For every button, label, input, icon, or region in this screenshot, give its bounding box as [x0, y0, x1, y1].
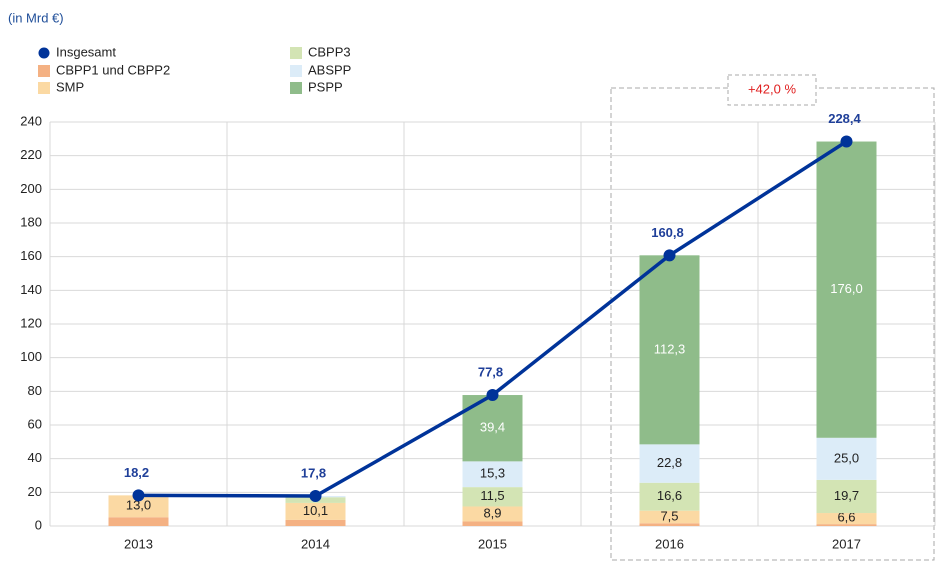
data-label: 25,0	[834, 450, 859, 465]
total-point	[663, 249, 676, 262]
total-label: 228,4	[828, 111, 861, 126]
data-label: 13,0	[126, 498, 151, 513]
data-label: 6,6	[837, 509, 855, 524]
total-label: 17,8	[301, 465, 326, 480]
data-label: 39,4	[480, 420, 505, 435]
bar-segment	[462, 461, 523, 488]
bar-segment	[816, 141, 877, 438]
x-tick-label: 2016	[655, 536, 684, 551]
legend-swatch	[290, 82, 302, 94]
y-tick-label: 0	[35, 517, 42, 532]
total-label: 160,8	[651, 225, 684, 240]
data-label: 11,5	[480, 488, 504, 503]
legend-label: Insgesamt	[56, 44, 116, 59]
y-tick-label: 100	[20, 349, 42, 364]
data-label: 176,0	[830, 281, 863, 296]
legend-label: CBPP3	[308, 44, 351, 59]
bar-segment	[816, 513, 877, 525]
data-label: 22,8	[657, 455, 682, 470]
legend-marker	[38, 47, 50, 59]
legend-swatch	[290, 65, 302, 77]
legend-label: CBPP1 und CBPP2	[56, 62, 170, 77]
annotation: +42,0 %	[748, 81, 797, 96]
bar-segment	[639, 255, 700, 445]
y-tick-label: 200	[20, 181, 42, 196]
total-point	[840, 135, 853, 148]
bar-segment	[816, 524, 877, 526]
x-tick-label: 2013	[124, 536, 153, 551]
bar-segment	[462, 487, 523, 507]
legend-swatch	[38, 65, 50, 77]
legend-label: PSPP	[308, 79, 343, 94]
total-point	[132, 489, 145, 502]
legend-label: SMP	[56, 79, 84, 94]
y-tick-label: 80	[28, 383, 42, 398]
data-label: 7,5	[660, 508, 678, 523]
data-label: 10,1	[303, 503, 328, 518]
bar-segment	[108, 495, 169, 518]
bar-segment	[816, 437, 877, 480]
data-label: 112,3	[654, 341, 686, 356]
y-tick-label: 180	[20, 214, 42, 229]
legend-swatch	[38, 82, 50, 94]
data-label: 19,7	[834, 488, 859, 503]
x-tick-label: 2017	[832, 536, 861, 551]
x-tick-label: 2014	[301, 536, 330, 551]
total-label: 77,8	[478, 364, 503, 379]
y-tick-label: 60	[28, 416, 42, 431]
data-label: 8,9	[483, 505, 501, 520]
legend-label: ABSPP	[308, 62, 351, 77]
bar-segment	[639, 510, 700, 524]
bar-segment	[639, 523, 700, 526]
bar-segment	[462, 521, 523, 526]
total-label: 18,2	[124, 465, 149, 480]
bar-segment	[639, 444, 700, 483]
bar-segment	[108, 517, 169, 526]
y-tick-label: 160	[20, 248, 42, 263]
x-tick-label: 2015	[478, 536, 507, 551]
bar-segment	[285, 502, 346, 520]
y-tick-label: 140	[20, 282, 42, 297]
total-point	[309, 490, 322, 503]
y-tick-label: 240	[20, 113, 42, 128]
subtitle: (in Mrd €)	[8, 10, 64, 25]
bar-segment	[285, 519, 346, 526]
legend-swatch	[290, 47, 302, 59]
bar-segment	[816, 479, 877, 514]
y-tick-label: 120	[20, 315, 42, 330]
y-tick-label: 20	[28, 484, 42, 499]
data-label: 16,6	[657, 488, 682, 503]
y-tick-label: 220	[20, 147, 42, 162]
bar-segment	[462, 506, 523, 522]
data-label: 15,3	[480, 466, 505, 481]
y-tick-label: 40	[28, 450, 42, 465]
annotation-box	[727, 74, 817, 106]
bar-segment	[639, 482, 700, 511]
total-point	[486, 389, 499, 402]
